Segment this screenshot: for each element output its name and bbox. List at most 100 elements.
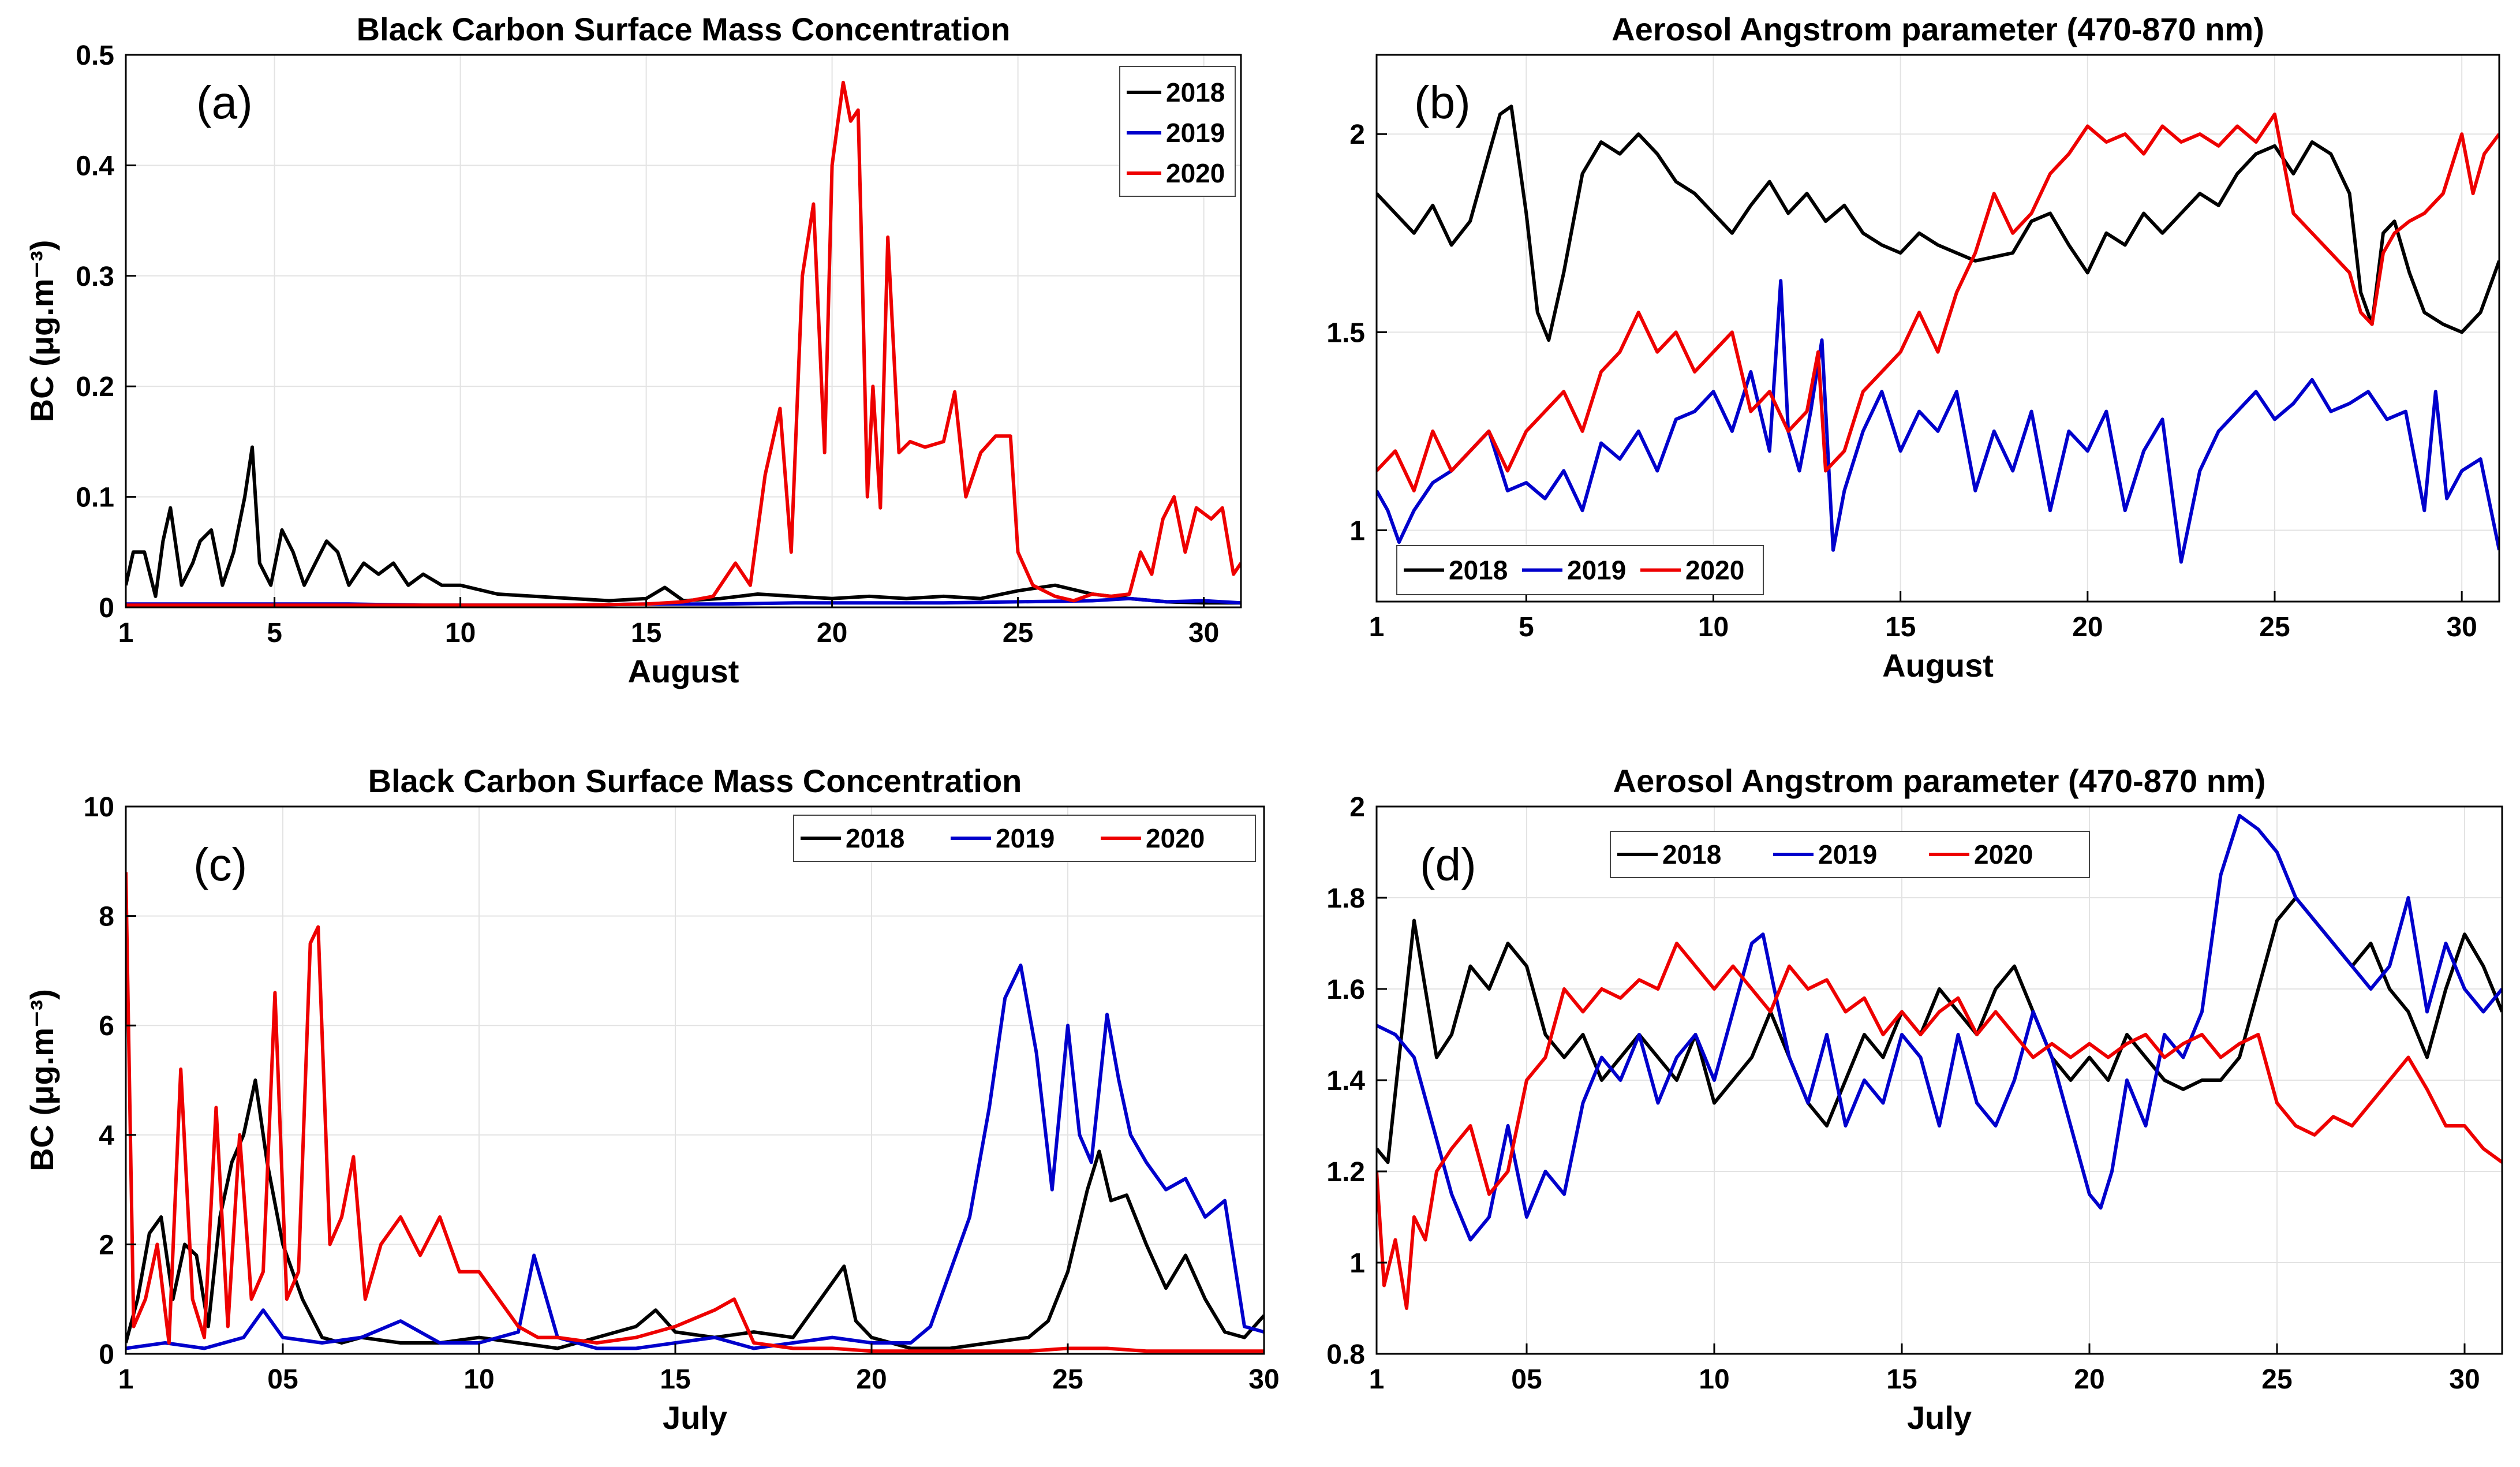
y-tick-label: 1.4 (1326, 1066, 1365, 1096)
legend-label-2018: 2018 (1662, 839, 1721, 869)
x-tick-label: 15 (631, 618, 661, 648)
x-tick-label: 1 (118, 1364, 134, 1395)
x-tick-label: 15 (1886, 1364, 1917, 1395)
chart-title: Black Carbon Surface Mass Concentration (368, 763, 1022, 799)
y-tick-label: 2 (99, 1230, 114, 1260)
x-tick-label: 30 (1248, 1364, 1279, 1395)
x-tick-label: 25 (1052, 1364, 1083, 1395)
legend: 2018 2019 2020 (1396, 545, 1764, 595)
x-tick-label: 05 (267, 1364, 298, 1395)
legend-label-2018: 2018 (846, 823, 904, 853)
chart-title: Aerosol Angstrom parameter (470-870 nm) (1613, 763, 2266, 799)
legend-label-2019: 2019 (996, 823, 1055, 853)
y-tick-label: 0.4 (76, 151, 114, 181)
legend-label-2019: 2019 (1166, 118, 1225, 148)
y-axis-label: BC (μg.m⁻³) (24, 240, 60, 423)
x-tick-label: 15 (1885, 612, 1916, 643)
series-line-2020 (1377, 942, 2502, 1310)
y-tick-label: 1.5 (1326, 318, 1365, 348)
legend-label-2019: 2019 (1567, 555, 1626, 585)
y-tick-label: 10 (84, 792, 114, 823)
legend-label-2018: 2018 (1449, 555, 1508, 585)
legend-label-2020: 2020 (1146, 823, 1205, 853)
x-tick-label: 20 (2074, 1364, 2104, 1395)
legend-label-2018: 2018 (1166, 77, 1225, 107)
panel-label: (b) (1414, 77, 1471, 128)
x-tick-label: 20 (817, 618, 847, 648)
plot-area (1377, 55, 2499, 602)
series-line-2020 (126, 80, 1241, 607)
x-tick-label: 1 (1369, 612, 1385, 643)
legend-label-2020: 2020 (1685, 555, 1744, 585)
y-tick-label: 6 (99, 1011, 114, 1042)
panel-label: (a) (196, 77, 253, 128)
y-tick-label: 0 (99, 593, 114, 624)
legend-box (793, 815, 1256, 862)
x-tick-label: 10 (1699, 1364, 1729, 1395)
axes-frame (1375, 54, 2500, 603)
panel-c: 1 05 10 15 20 25 30 0 2 4 6 8 10 Black Carbon Surface… (24, 763, 1280, 1436)
y-tick-label: 8 (99, 902, 114, 932)
chart-title: Black Carbon Surface Mass Concentration (357, 11, 1011, 47)
x-tick-label: 20 (856, 1364, 887, 1395)
y-tick-label: 1.6 (1326, 975, 1365, 1005)
x-tick-label: 25 (1003, 618, 1033, 648)
legend-label-2020: 2020 (1166, 158, 1225, 188)
series-line-2020 (126, 872, 1264, 1353)
series-line-2019 (1377, 279, 2499, 564)
x-axis-label: July (663, 1399, 727, 1436)
y-tick-label: 2 (1349, 792, 1365, 823)
x-tick-label: 05 (1511, 1364, 1542, 1395)
y-axis-label: BC (μg.m⁻³) (24, 989, 60, 1171)
y-tick-label: 0.3 (76, 262, 114, 292)
y-tick-label: 0 (99, 1339, 114, 1370)
x-tick-label: 1 (1369, 1364, 1385, 1395)
plot-area (126, 55, 1241, 607)
x-axis-label: July (1907, 1399, 1972, 1436)
series-line-2019 (1377, 813, 2502, 1242)
y-tick-label: 0.8 (1326, 1339, 1365, 1370)
x-tick-label: 10 (1698, 612, 1729, 643)
y-tick-label: 1.2 (1326, 1157, 1365, 1188)
x-axis-label: August (628, 653, 739, 689)
x-tick-label: 10 (463, 1364, 494, 1395)
y-tick-label: 0.2 (76, 372, 114, 402)
x-tick-label: 5 (1519, 612, 1534, 643)
series-line-2018 (1377, 104, 2499, 342)
x-tick-label: 1 (118, 618, 134, 648)
x-tick-label: 30 (2449, 1364, 2480, 1395)
chart-title: Aerosol Angstrom parameter (470-870 nm) (1612, 11, 2264, 47)
x-tick-label: 30 (2446, 612, 2477, 643)
y-tick-label: 0.5 (76, 40, 114, 71)
legend: 2018 2019 2020 (793, 815, 1256, 862)
series-line-2018 (126, 445, 1241, 605)
legend: 2018 2019 2020 (1119, 66, 1236, 197)
axes-frame (125, 805, 1265, 1355)
x-tick-label: 25 (2259, 612, 2290, 643)
x-tick-label: 15 (660, 1364, 690, 1395)
x-tick-label: 5 (267, 618, 282, 648)
y-tick-label: 0.1 (76, 483, 114, 513)
y-tick-label: 1.8 (1326, 883, 1365, 914)
legend-label-2020: 2020 (1974, 839, 2033, 869)
axes-frame (125, 54, 1242, 609)
panel-label: (d) (1420, 839, 1476, 890)
x-tick-label: 20 (2072, 612, 2103, 643)
y-tick-label: 1 (1349, 516, 1365, 546)
y-tick-label: 2 (1349, 120, 1365, 150)
x-tick-label: 25 (2261, 1364, 2292, 1395)
y-tick-label: 1 (1349, 1248, 1365, 1279)
legend-label-2019: 2019 (1818, 839, 1877, 869)
plot-area (126, 807, 1264, 1354)
y-tick-label: 4 (99, 1121, 114, 1151)
series-line-2019 (126, 963, 1264, 1350)
legend-box (1396, 545, 1764, 595)
legend-box (1610, 831, 2090, 878)
x-tick-label: 30 (1188, 618, 1219, 648)
panel-label: (c) (193, 839, 247, 890)
x-tick-label: 10 (445, 618, 476, 648)
